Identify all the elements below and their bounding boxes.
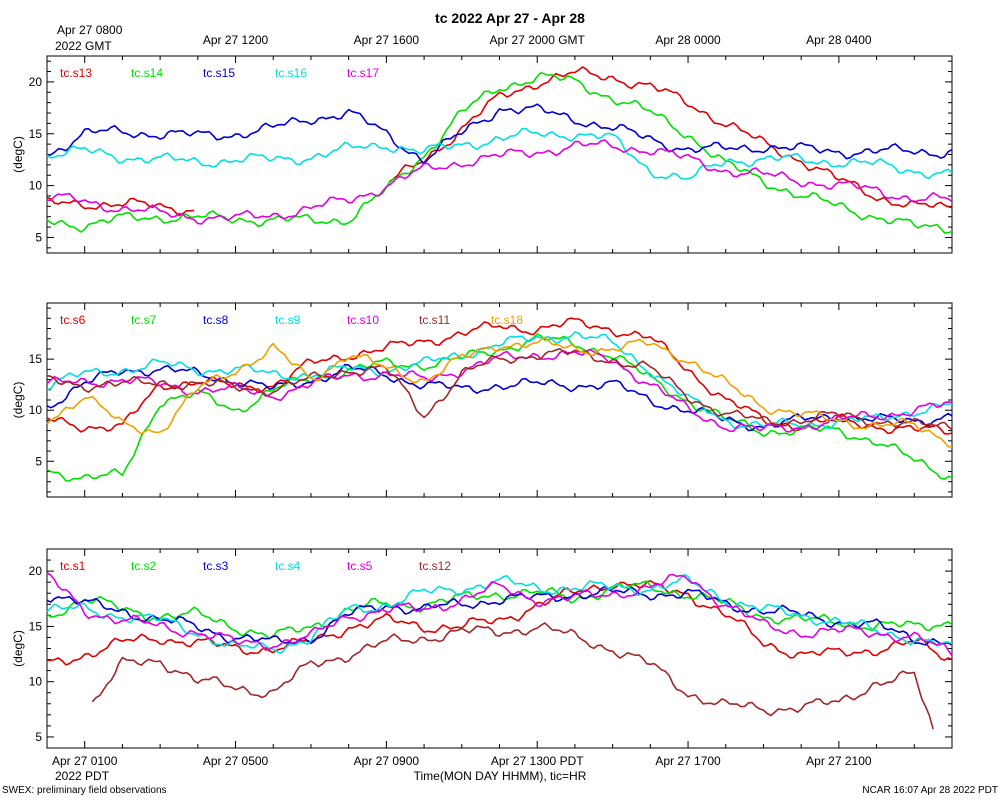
bottom-axis-tick-label: Apr 27 0900 (354, 754, 420, 768)
bottom-axis-tick-label: Apr 27 1300 PDT (491, 754, 584, 768)
footer-right-note: NCAR 16:07 Apr 28 2022 PDT (862, 785, 998, 796)
y-tick-label: 15 (29, 127, 43, 141)
legend-tc-s17: tc.s17 (347, 66, 379, 80)
bottom-axis-tick-label: Apr 27 0100 (52, 754, 118, 768)
chart-title: tc 2022 Apr 27 - Apr 28 (435, 10, 585, 26)
y-tick-label: 20 (29, 75, 43, 89)
y-tick-label: 20 (29, 564, 43, 578)
legend-tc-s9: tc.s9 (275, 313, 301, 327)
series-line-tc-s11 (46, 348, 953, 431)
y-tick-label: 15 (29, 352, 43, 366)
y-tick-label: 10 (29, 675, 43, 689)
top-axis-tick-label: Apr 27 2000 GMT (490, 33, 586, 47)
plot-frame (46, 55, 953, 254)
legend-tc-s2: tc.s2 (131, 559, 157, 573)
top-axis-tick-label: Apr 27 1200 (203, 33, 269, 47)
y-tick-label: 10 (29, 403, 43, 417)
series-line-tc-s2 (46, 580, 953, 640)
panel-middle: 5 10 15 (degC) tc.s6 tc.s7 tc.s8 tc.s9 tc.s10 tc.… (11, 302, 953, 498)
y-tick-label: 5 (35, 454, 42, 468)
plot-frame (46, 302, 953, 498)
legend-tc-s18: tc.s18 (491, 313, 523, 327)
top-axis-tick-label: Apr 28 0400 (806, 33, 872, 47)
y-tick-label: 5 (35, 230, 42, 244)
bottom-axis-tick-label: Apr 27 0500 (203, 754, 269, 768)
legend-tc-s5: tc.s5 (347, 559, 373, 573)
top-axis-year-label: 2022 GMT (55, 39, 112, 53)
legend-tc-s12: tc.s12 (419, 559, 451, 573)
series-line-tc-s14 (46, 72, 953, 234)
top-axis-tick-label: Apr 28 0000 (655, 33, 721, 47)
panel-bottom: 5 10 15 20 (degC) tc.s1 tc.s2 tc.s3 tc.s4 tc.s5 tc… (11, 548, 953, 749)
series-line-tc-s4 (46, 573, 953, 655)
legend-tc-s13: tc.s13 (60, 66, 92, 80)
y-tick-label: 5 (35, 730, 42, 744)
legend-tc-s14: tc.s14 (131, 66, 163, 80)
y-axis-label: (degC) (11, 630, 25, 667)
series-line-tc-s18 (46, 336, 953, 448)
y-axis-label: (degC) (11, 136, 25, 173)
bottom-axis-tick-label: Apr 27 1700 (655, 754, 721, 768)
series-line-tc-s5 (46, 572, 953, 656)
bottom-axis-xlabel: Time(MON DAY HHMM), tic=HR (414, 769, 587, 783)
panel-top: 5 10 15 20 (degC) tc.s13 tc.s14 tc.s15 tc.s16 tc.… (11, 55, 953, 254)
bottom-axis: Apr 27 0100 Apr 27 0500 Apr 27 0900 Apr 27 … (52, 754, 872, 768)
top-axis-tick-label: Apr 27 1600 (354, 33, 420, 47)
y-axis-label: (degC) (11, 382, 25, 419)
bottom-axis-year-label: 2022 PDT (55, 769, 110, 783)
series-line-tc-s1 (46, 580, 953, 666)
series-line-tc-s17 (46, 139, 953, 225)
legend-tc-s3: tc.s3 (203, 559, 229, 573)
series-line-tc-s13 (46, 66, 953, 217)
legend-tc-s1: tc.s1 (60, 559, 86, 573)
series-line-tc-s12 (91, 622, 934, 730)
series-line-tc-s8 (46, 363, 953, 432)
footer-left-note: SWEX: preliminary field observations (2, 785, 167, 796)
series-line-tc-s9 (46, 331, 953, 430)
legend-tc-s11: tc.s11 (419, 313, 450, 327)
legend-tc-s8: tc.s8 (203, 313, 229, 327)
series-line-tc-s15 (46, 103, 953, 165)
legend-tc-s7: tc.s7 (131, 313, 157, 327)
bottom-axis-tick-label: Apr 27 2100 (806, 754, 872, 768)
top-axis: Apr 27 0800 Apr 27 1200 Apr 27 1600 Apr 27 … (57, 23, 872, 47)
legend-tc-s4: tc.s4 (275, 559, 301, 573)
legend-tc-s15: tc.s15 (203, 66, 235, 80)
y-tick-label: 10 (29, 179, 43, 193)
legend-tc-s6: tc.s6 (60, 313, 86, 327)
series-line-tc-s10 (46, 348, 953, 433)
legend-tc-s10: tc.s10 (347, 313, 379, 327)
legend-tc-s16: tc.s16 (275, 66, 307, 80)
y-tick-label: 15 (29, 619, 43, 633)
series-line-tc-s16 (46, 127, 953, 180)
top-axis-tick-label: Apr 27 0800 (57, 23, 123, 37)
